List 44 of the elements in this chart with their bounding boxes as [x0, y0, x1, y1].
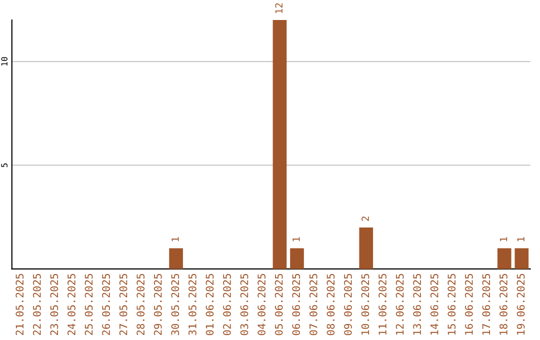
x-tick-label: 16.06.2025	[464, 274, 473, 335]
x-tick-label: 17.06.2025	[482, 274, 490, 335]
x-tick-label: 06.06.2025	[292, 274, 300, 336]
x-tick-label: 15.06.2025	[448, 274, 456, 335]
x-tick-label: 31.05.2025	[188, 274, 196, 336]
x-tick-label: 08.06.2025	[326, 274, 335, 336]
x-tick-label: 23.05.2025	[50, 274, 58, 336]
x-tick-label: 18.06.2025	[500, 274, 508, 335]
x-tick-label: 29.05.2025	[154, 274, 162, 336]
bar	[272, 20, 287, 269]
data-label: 2	[362, 216, 369, 221]
x-tick-label: 01.06.2025	[206, 274, 214, 336]
y-tick-label: 5	[1, 163, 8, 168]
bar	[290, 248, 304, 269]
bar	[514, 248, 529, 269]
data-label: 1	[292, 237, 300, 242]
bar	[497, 248, 512, 269]
x-tick-label: 02.06.2025	[223, 274, 231, 336]
x-tick-label: 21.05.2025	[16, 274, 24, 336]
x-tick-label: 10.06.2025	[361, 274, 370, 335]
x-tick-label: 26.05.2025	[102, 274, 110, 336]
data-label: 12	[275, 3, 282, 14]
x-tick-label: 03.06.2025	[240, 274, 248, 336]
bar	[169, 248, 183, 269]
x-tick-label: 13.06.2025	[413, 274, 422, 335]
data-label: 1	[172, 237, 179, 242]
x-tick-label: 30.05.2025	[171, 274, 180, 336]
x-tick-label: 27.05.2025	[119, 274, 128, 336]
x-tick-label: 04.06.2025	[258, 274, 266, 336]
data-label: 1	[517, 237, 524, 242]
x-tick-label: 19.06.2025	[516, 274, 525, 335]
x-tick-label: 12.06.2025	[396, 274, 404, 335]
x-tick-label: 24.05.2025	[68, 274, 76, 336]
x-tick-label: 11.06.2025	[378, 274, 386, 335]
x-tick-label: 09.06.2025	[344, 274, 352, 336]
x-tick-label: 14.06.2025	[430, 274, 438, 335]
x-tick-label: 25.05.2025	[84, 274, 93, 336]
bar	[359, 227, 374, 269]
y-tick-label: 10	[1, 57, 8, 66]
x-tick-label: 07.06.2025	[309, 274, 318, 336]
x-tick-label: 22.05.2025	[32, 274, 41, 336]
x-tick-label: 28.05.2025	[136, 274, 145, 336]
data-label: 1	[500, 237, 508, 242]
x-tick-label: 05.06.2025	[274, 274, 283, 336]
